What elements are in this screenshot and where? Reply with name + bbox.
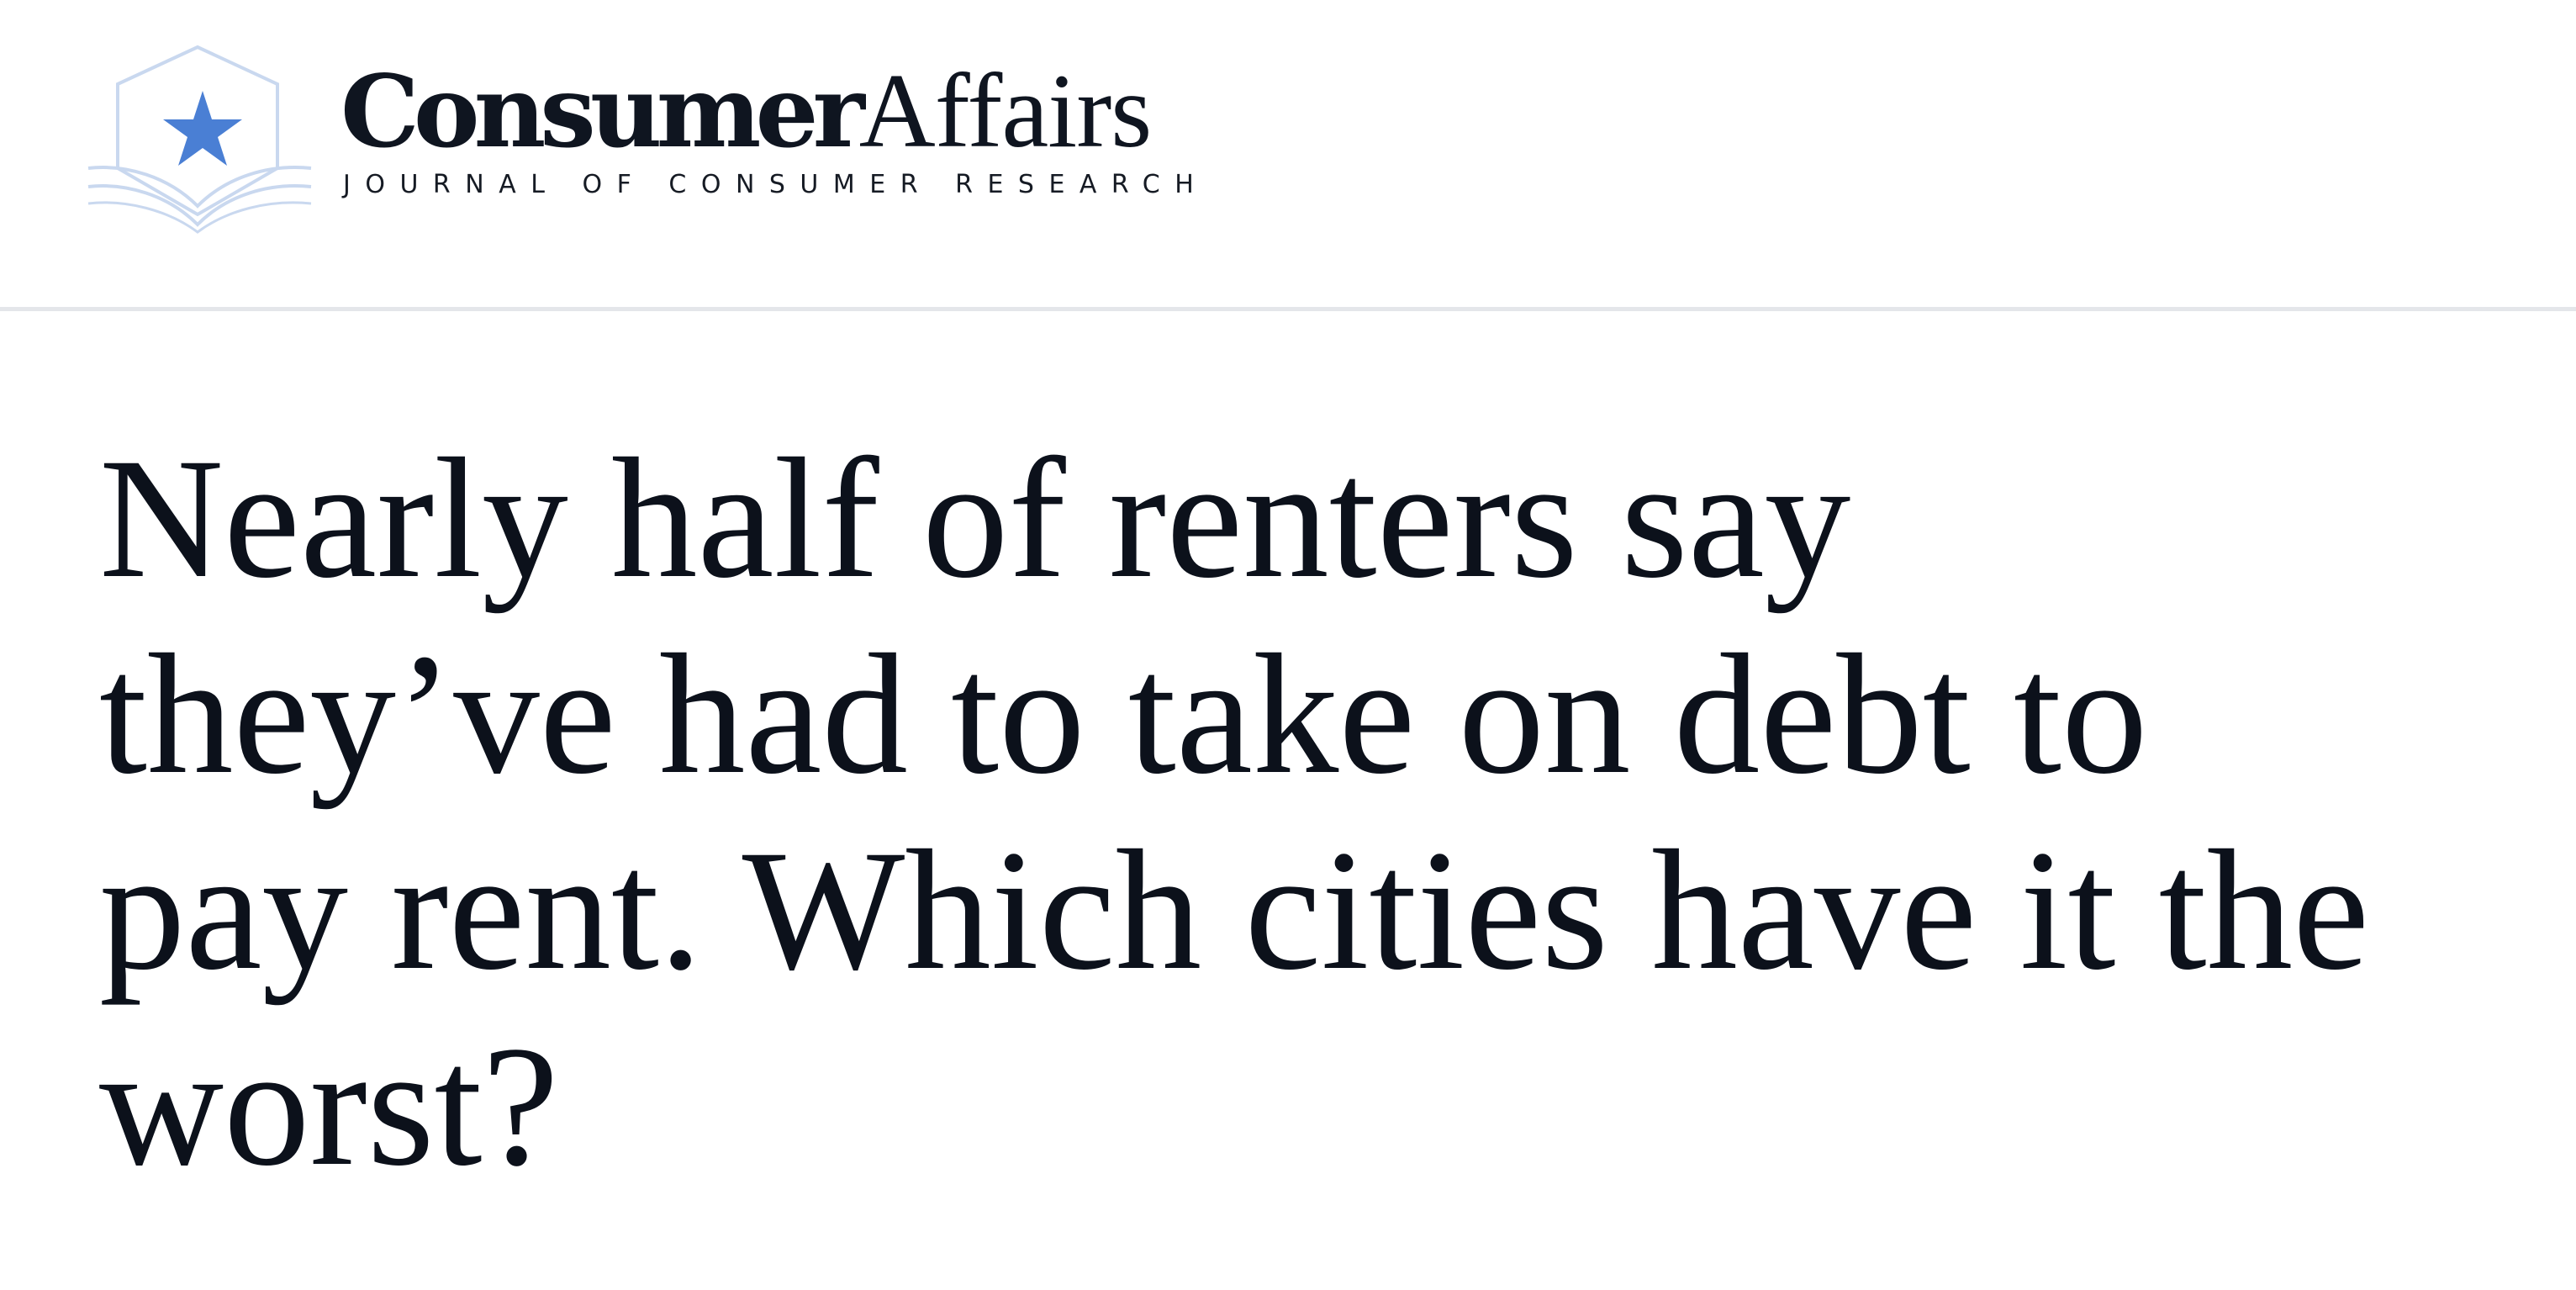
brand-wordmark: ConsumerAffairs <box>340 59 1152 165</box>
site-header: ConsumerAffairs JOURNAL OF CONSUMER RESE… <box>0 0 2576 311</box>
brand-name-bold: Consumer <box>340 53 865 170</box>
star-book-icon <box>87 45 312 234</box>
article-headline: Nearly half of renters say they’ve had t… <box>99 423 2370 1202</box>
site-logo-link[interactable]: ConsumerAffairs JOURNAL OF CONSUMER RESE… <box>84 42 1194 235</box>
brand-name-light: Affairs <box>858 53 1153 170</box>
brand-tagline: JOURNAL OF CONSUMER RESEARCH <box>343 170 1209 199</box>
